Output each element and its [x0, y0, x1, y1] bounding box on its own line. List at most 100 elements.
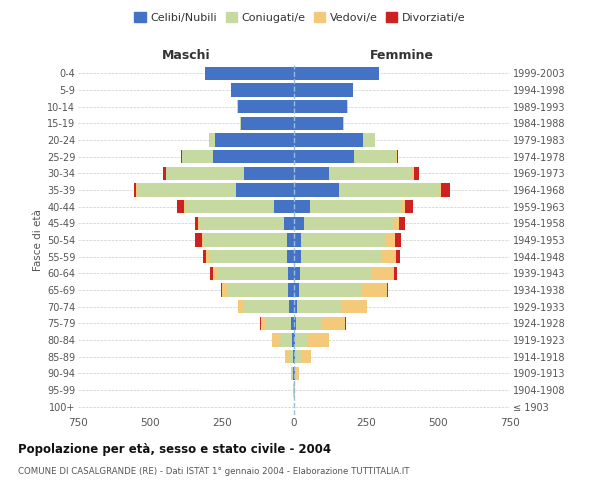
Text: COMUNE DI CASALGRANDE (RE) - Dati ISTAT 1° gennaio 2004 - Elaborazione TUTTITALI: COMUNE DI CASALGRANDE (RE) - Dati ISTAT …	[18, 468, 409, 476]
Bar	[298, 300, 341, 314]
Bar	[294, 350, 295, 364]
Text: Popolazione per età, sesso e stato civile - 2004: Popolazione per età, sesso e stato civil…	[18, 442, 331, 456]
Bar	[304, 216, 394, 230]
Bar	[177, 200, 184, 213]
Bar	[301, 250, 381, 264]
Bar	[291, 366, 292, 380]
Bar	[205, 66, 294, 80]
Bar	[394, 216, 399, 230]
Bar	[310, 200, 402, 213]
Bar	[341, 300, 367, 314]
Bar	[244, 166, 294, 180]
Bar	[294, 316, 296, 330]
Bar	[294, 234, 301, 246]
Bar	[301, 234, 386, 246]
Bar	[439, 184, 441, 196]
Bar	[182, 150, 214, 164]
Bar	[294, 334, 295, 346]
Bar	[210, 266, 213, 280]
Bar	[295, 334, 308, 346]
Bar	[137, 184, 236, 196]
Bar	[299, 284, 361, 296]
Text: Femmine: Femmine	[370, 48, 434, 62]
Bar	[399, 216, 406, 230]
Bar	[294, 166, 329, 180]
Bar	[294, 284, 299, 296]
Bar	[294, 250, 301, 264]
Bar	[289, 350, 293, 364]
Bar	[238, 300, 244, 314]
Bar	[221, 284, 222, 296]
Bar	[395, 234, 401, 246]
Bar	[301, 266, 373, 280]
Bar	[363, 134, 374, 146]
Bar	[296, 316, 322, 330]
Bar	[274, 200, 294, 213]
Bar	[163, 166, 166, 180]
Bar	[294, 200, 310, 213]
Bar	[241, 116, 294, 130]
Bar	[441, 184, 449, 196]
Bar	[361, 284, 387, 296]
Bar	[288, 284, 294, 296]
Bar	[222, 284, 228, 296]
Bar	[214, 150, 294, 164]
Bar	[402, 200, 406, 213]
Bar	[294, 134, 363, 146]
Bar	[322, 316, 345, 330]
Bar	[295, 366, 296, 380]
Bar	[287, 250, 294, 264]
Bar	[185, 200, 274, 213]
Bar	[244, 300, 289, 314]
Legend: Celibi/Nubili, Coniugati/e, Vedovi/e, Divorziati/e: Celibi/Nubili, Coniugati/e, Vedovi/e, Di…	[130, 8, 470, 28]
Y-axis label: Fasce di età: Fasce di età	[32, 209, 43, 271]
Bar	[213, 266, 217, 280]
Bar	[301, 350, 311, 364]
Bar	[308, 334, 329, 346]
Bar	[230, 84, 294, 96]
Bar	[386, 234, 395, 246]
Bar	[134, 184, 136, 196]
Bar	[215, 134, 294, 146]
Bar	[261, 316, 265, 330]
Bar	[397, 150, 398, 164]
Bar	[289, 300, 294, 314]
Bar	[295, 350, 301, 364]
Bar	[287, 266, 294, 280]
Bar	[166, 166, 244, 180]
Bar	[287, 234, 294, 246]
Bar	[294, 100, 347, 114]
Bar	[199, 216, 284, 230]
Bar	[236, 184, 294, 196]
Bar	[294, 150, 355, 164]
Bar	[272, 334, 279, 346]
Bar	[240, 116, 241, 130]
Bar	[406, 200, 413, 213]
Bar	[294, 300, 298, 314]
Bar	[329, 166, 412, 180]
Bar	[355, 150, 396, 164]
Bar	[373, 266, 394, 280]
Bar	[203, 250, 206, 264]
Bar	[343, 116, 344, 130]
Bar	[217, 266, 287, 280]
Text: Maschi: Maschi	[161, 48, 211, 62]
Bar	[279, 334, 292, 346]
Bar	[294, 84, 353, 96]
Bar	[206, 250, 209, 264]
Bar	[286, 350, 289, 364]
Bar	[265, 316, 291, 330]
Bar	[198, 216, 199, 230]
Bar	[209, 250, 287, 264]
Bar	[294, 116, 343, 130]
Bar	[394, 266, 397, 280]
Bar	[195, 234, 202, 246]
Bar	[412, 166, 413, 180]
Bar	[203, 234, 287, 246]
Bar	[296, 366, 299, 380]
Bar	[294, 266, 301, 280]
Bar	[292, 366, 293, 380]
Bar	[294, 184, 338, 196]
Bar	[293, 350, 294, 364]
Bar	[294, 66, 379, 80]
